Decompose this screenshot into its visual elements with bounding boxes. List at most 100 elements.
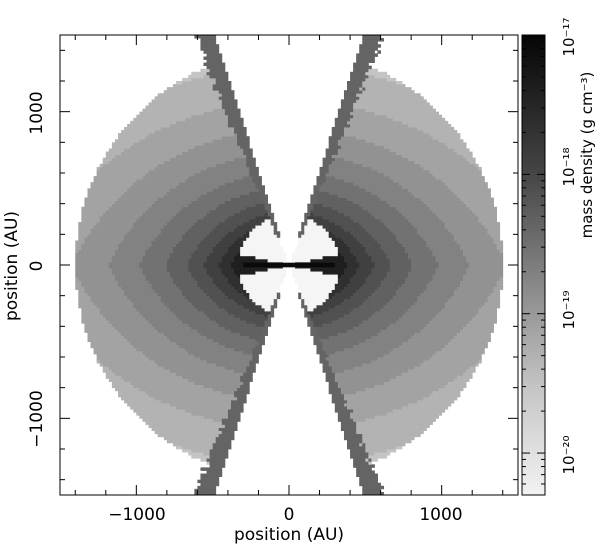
density-cell	[108, 215, 113, 220]
density-cell	[139, 384, 143, 389]
density-cell	[124, 357, 128, 361]
density-cell	[133, 222, 137, 226]
density-cell	[191, 323, 195, 327]
density-cell	[185, 360, 189, 364]
density-cell	[124, 381, 128, 385]
density-cell	[212, 307, 217, 312]
density-cell	[172, 277, 177, 281]
density-cell	[169, 206, 174, 211]
density-cell	[194, 77, 198, 82]
density-cell	[182, 341, 186, 346]
density-cell	[194, 136, 198, 140]
density-cell	[194, 209, 198, 214]
density-cell	[203, 307, 207, 312]
density-cell	[102, 344, 107, 349]
density-cell	[221, 157, 226, 162]
density-cell	[163, 206, 168, 211]
density-cell	[209, 206, 214, 211]
density-cell	[145, 363, 149, 367]
density-cell	[197, 133, 201, 137]
density-cell	[221, 277, 226, 281]
density-cell	[139, 289, 143, 293]
density-cell	[182, 268, 186, 272]
density-cell	[169, 406, 174, 410]
density-cell	[130, 353, 134, 358]
density-cell	[224, 307, 229, 312]
density-cell	[139, 387, 143, 392]
density-cell	[111, 185, 116, 189]
density-cell	[136, 378, 140, 382]
density-cell	[221, 390, 226, 395]
density-cell	[121, 182, 125, 186]
density-cell	[163, 93, 168, 97]
density-cell	[166, 292, 171, 297]
density-cell	[84, 289, 88, 293]
density-cell	[130, 145, 134, 149]
density-cell	[145, 261, 149, 266]
density-cell	[218, 464, 223, 468]
density-cell	[148, 335, 152, 339]
density-cell	[179, 209, 183, 214]
density-cell	[215, 455, 220, 459]
density-cell	[221, 311, 226, 315]
density-cell	[179, 99, 183, 103]
density-cell	[169, 268, 174, 272]
density-cell	[166, 99, 171, 103]
density-cell	[179, 151, 183, 155]
density-cell	[209, 329, 214, 333]
density-cell	[166, 301, 171, 306]
density-cell	[127, 148, 131, 152]
density-cell	[188, 295, 192, 300]
density-cell	[212, 418, 217, 422]
density-cell	[99, 357, 104, 361]
density-cell	[179, 90, 183, 94]
density-cell	[200, 430, 204, 435]
density-cell	[124, 136, 128, 140]
density-cell	[114, 372, 119, 376]
density-cell	[124, 375, 128, 379]
density-cell	[121, 283, 125, 287]
density-cell	[176, 249, 180, 254]
density-cell	[166, 173, 171, 177]
density-cell	[148, 261, 152, 266]
density-cell	[111, 283, 116, 287]
density-cell	[221, 151, 226, 155]
density-cell	[221, 145, 226, 149]
density-cell	[145, 329, 149, 333]
density-cell	[118, 222, 122, 226]
density-cell	[130, 127, 134, 131]
density-cell	[215, 127, 220, 131]
density-cell	[166, 430, 171, 435]
density-cell	[209, 384, 214, 389]
density-cell	[127, 206, 131, 211]
density-cell	[169, 335, 174, 339]
density-cell	[224, 396, 229, 401]
density-cell	[188, 194, 192, 198]
density-cell	[166, 255, 171, 260]
density-cell	[179, 234, 183, 238]
density-cell	[206, 133, 211, 137]
density-cell	[130, 261, 134, 266]
density-cell	[182, 314, 186, 318]
density-cell	[148, 406, 152, 410]
density-cell	[121, 277, 125, 281]
density-cell	[197, 442, 201, 447]
density-cell	[179, 166, 183, 171]
density-cell	[145, 252, 149, 257]
density-cell	[221, 136, 226, 140]
density-cell	[200, 47, 204, 51]
density-cell	[157, 154, 162, 159]
density-cell	[185, 96, 189, 100]
density-cell	[166, 261, 171, 266]
density-cell	[197, 378, 201, 382]
density-cell	[200, 442, 204, 447]
density-cell	[142, 363, 146, 367]
density-cell	[139, 145, 143, 149]
density-cell	[145, 228, 149, 232]
density-cell	[221, 381, 226, 385]
density-cell	[188, 203, 192, 208]
density-cell	[133, 393, 137, 398]
density-cell	[151, 203, 156, 208]
density-cell	[102, 163, 107, 168]
density-cell	[154, 255, 159, 260]
